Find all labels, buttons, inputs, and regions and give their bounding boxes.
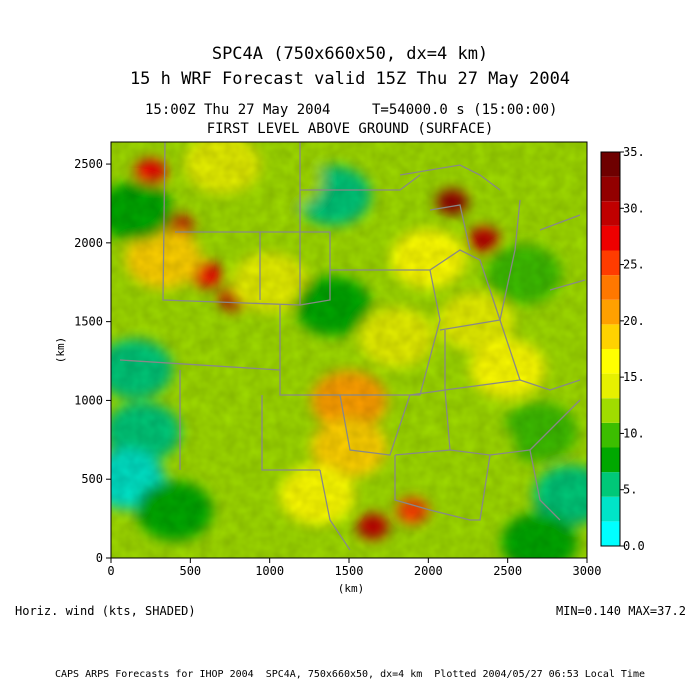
colorbar-bin-5 <box>601 398 620 423</box>
valid-time: 15:00Z Thu 27 May 2004 <box>145 102 331 118</box>
colorbar-label-0: 35. <box>623 145 645 159</box>
colorbar-bin-8 <box>601 324 620 349</box>
colorbar-label-2: 25. <box>623 258 645 272</box>
y-axis: 0 500 1000 1500 2000 2500 <box>74 157 111 565</box>
colorbar-bin-0 <box>601 521 620 546</box>
max-value: MAX=37.2 <box>628 604 686 618</box>
x-tick-label-0: 0 <box>107 564 114 578</box>
x-tick-label-3: 1500 <box>335 564 364 578</box>
colorbar-frame <box>600 151 621 547</box>
colorbar-bin-9 <box>601 299 620 325</box>
colorbar-bin-14 <box>601 176 620 202</box>
level-label: FIRST LEVEL ABOVE GROUND (SURFACE) <box>206 121 494 137</box>
x-tick-label-5: 2500 <box>493 564 522 578</box>
colorbar-label-5: 10. <box>623 426 645 440</box>
colorbar-label-6: 5. <box>623 483 637 497</box>
x-axis-label: (km) <box>338 582 365 595</box>
state-borders <box>119 142 586 551</box>
colorbar-bin-12 <box>601 225 620 251</box>
min-value: MIN=0.140 <box>555 604 621 618</box>
colorbar-label-3: 20. <box>623 314 645 328</box>
model-time: T=54000.0 s (15:00:00) <box>372 102 558 118</box>
colorbar-bin-7 <box>601 349 620 374</box>
y-tick-label-0: 0 <box>96 551 103 565</box>
y-tick-label-1: 500 <box>81 472 103 486</box>
x-tick-label-4: 2000 <box>414 564 443 578</box>
y-tick-label-3: 1500 <box>74 315 103 329</box>
colorbar-label-4: 15. <box>623 370 645 384</box>
x-tick-label-2: 1000 <box>255 564 284 578</box>
min-max-readout: MIN=0.140 MAX=37.2 <box>556 604 686 618</box>
field-texture <box>111 142 587 558</box>
map-field <box>111 142 587 558</box>
colorbar-bin-1 <box>601 496 620 522</box>
colorbar-bin-15 <box>601 152 620 177</box>
colorbar: 35. 30. 25. 20. 15. 10. 5. 0.0 <box>600 145 645 553</box>
colorbar-bin-6 <box>601 373 620 399</box>
x-tick-label-6: 3000 <box>573 564 602 578</box>
colorbar-bin-10 <box>601 275 620 300</box>
y-tick-label-4: 2000 <box>74 236 103 250</box>
y-axis-label: (km) <box>54 337 67 364</box>
colorbar-bin-11 <box>601 250 620 276</box>
colorbar-bin-2 <box>601 472 620 497</box>
y-tick-label-5: 2500 <box>74 157 103 171</box>
plot-title: SPC4A (750x660x50, dx=4 km) <box>211 44 489 64</box>
y-tick-label-2: 1000 <box>74 393 103 407</box>
footer-credit: CAPS ARPS Forecasts for IHOP 2004 SPC4A,… <box>54 669 645 680</box>
variable-label: Horiz. wind (kts, SHADED) <box>15 604 196 618</box>
plot-subtitle: 15 h WRF Forecast valid 15Z Thu 27 May 2… <box>129 69 571 89</box>
colorbar-bin-4 <box>601 422 620 448</box>
colorbar-label-1: 30. <box>623 201 645 215</box>
colorbar-label-7: 0.0 <box>623 539 645 553</box>
x-tick-label-1: 500 <box>179 564 201 578</box>
colorbar-bin-3 <box>601 447 620 473</box>
colorbar-bin-13 <box>601 201 620 226</box>
x-axis: 0 500 1000 1500 2000 2500 3000 <box>107 558 601 578</box>
